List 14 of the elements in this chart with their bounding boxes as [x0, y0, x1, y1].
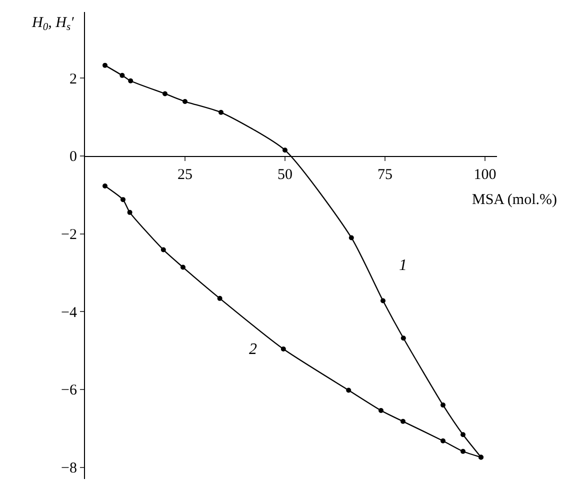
series-label: 2	[249, 341, 257, 358]
y-axis-title: H$_{0}$, H$_{s}$′	[31, 15, 75, 34]
x-axis-title: MSA (mol.%)	[472, 192, 558, 208]
y-tick-label: −6	[61, 382, 78, 399]
x-tick-label: 100	[474, 166, 496, 183]
y-tick-label: −2	[61, 227, 77, 244]
x-tick-label: 50	[278, 166, 292, 183]
y-tick-label: 2	[70, 71, 77, 88]
x-tick-label: 75	[378, 166, 392, 183]
x-tick-label: 25	[178, 166, 192, 183]
y-tick-label: −8	[61, 460, 77, 477]
y-tick-label: −4	[61, 304, 78, 321]
y-tick-label: 0	[70, 149, 77, 166]
series-label: 1	[399, 257, 407, 274]
